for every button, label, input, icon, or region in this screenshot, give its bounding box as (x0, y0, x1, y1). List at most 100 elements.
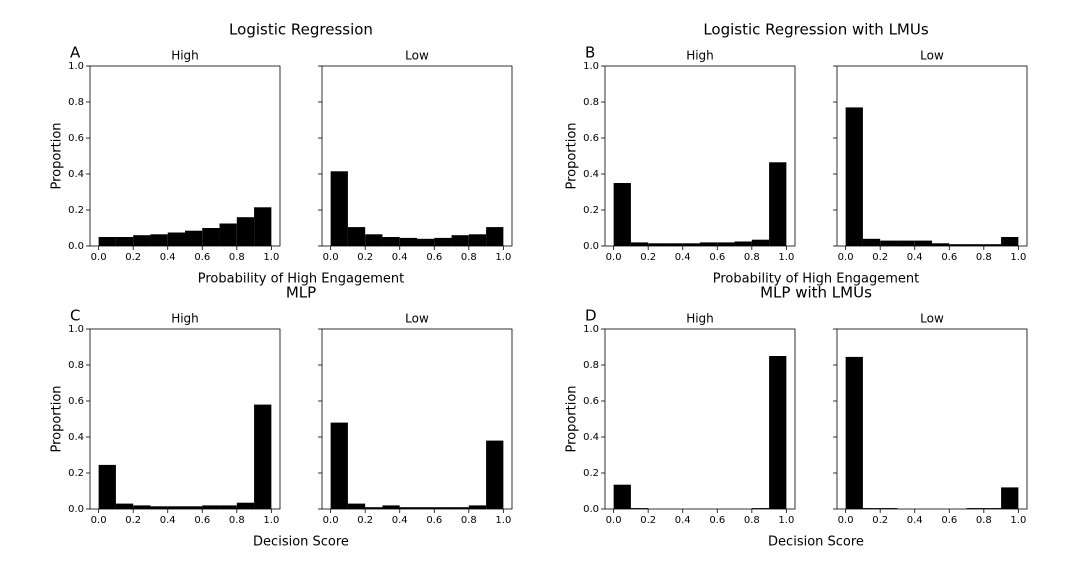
group-title: MLP with LMUs (760, 284, 872, 302)
y-tick-label: 0.2 (583, 468, 599, 479)
bar (434, 507, 452, 509)
bar (751, 508, 770, 509)
x-tick-label: 0.6 (426, 252, 442, 263)
y-tick-label: 0.0 (583, 504, 599, 515)
y-tick-label: 0.2 (68, 468, 84, 479)
x-tick-label: 0.8 (744, 515, 760, 526)
bar (932, 243, 950, 246)
y-axis-label: Proportion (565, 385, 580, 452)
panel-title: High (171, 49, 199, 63)
y-tick-label: 0.2 (583, 205, 599, 216)
panel-letter: D (585, 307, 597, 325)
x-tick-label: 0.6 (709, 252, 725, 263)
bar (700, 242, 718, 246)
y-tick-label: 0.8 (583, 97, 599, 108)
bar (434, 237, 452, 246)
bar (862, 238, 881, 246)
axes-frame (604, 65, 796, 247)
y-axis-label: Proportion (50, 122, 65, 189)
x-tick-label: 0.2 (640, 515, 656, 526)
bar (150, 506, 168, 509)
x-tick-label: 0.4 (160, 252, 176, 263)
x-tick-label: 0.4 (392, 252, 408, 263)
x-tick-label: 0.6 (426, 515, 442, 526)
x-tick-label: 0.4 (392, 515, 408, 526)
x-tick-label: 0.0 (91, 252, 107, 263)
x-tick-label: 1.0 (778, 252, 794, 263)
bar (202, 228, 220, 246)
bar (219, 223, 237, 246)
bar (769, 162, 787, 246)
bar (167, 506, 185, 509)
y-axis-label: Proportion (50, 385, 65, 452)
group-title: MLP (286, 284, 316, 302)
x-tick-label: 0.4 (675, 252, 691, 263)
bar (347, 503, 366, 509)
bar (417, 507, 435, 509)
bar (185, 506, 203, 509)
x-tick-label: 1.0 (263, 252, 279, 263)
bar (983, 508, 1002, 509)
bar (219, 505, 237, 509)
bar (468, 234, 487, 246)
x-tick-label: 0.8 (229, 515, 245, 526)
y-tick-label: 0.4 (583, 432, 599, 443)
bar (98, 464, 116, 509)
bar (862, 508, 881, 509)
bar (880, 508, 898, 509)
bar (751, 239, 770, 246)
y-tick-label: 0.4 (68, 169, 84, 180)
axes-frame (89, 65, 281, 247)
y-tick-label: 0.6 (583, 133, 599, 144)
bar (648, 243, 666, 246)
y-tick-label: 0.6 (68, 396, 84, 407)
panel-title: High (686, 312, 714, 326)
x-tick-label: 1.0 (263, 515, 279, 526)
y-tick-label: 0.0 (68, 241, 84, 252)
x-tick-label: 0.8 (461, 515, 477, 526)
x-tick-label: 0.4 (907, 515, 923, 526)
x-tick-label: 0.2 (872, 252, 888, 263)
y-tick-label: 0.6 (583, 396, 599, 407)
bar (236, 502, 255, 509)
x-tick-label: 1.0 (1010, 252, 1026, 263)
y-tick-label: 0.8 (68, 97, 84, 108)
x-tick-label: 0.8 (744, 252, 760, 263)
y-tick-label: 0.8 (583, 360, 599, 371)
axes-frame (321, 328, 513, 510)
panel-title: Low (405, 312, 429, 326)
bar (399, 507, 417, 509)
bar (330, 422, 348, 509)
axes-frame (836, 65, 1028, 247)
y-tick-label: 0.0 (68, 504, 84, 515)
bar (665, 243, 683, 246)
x-tick-label: 0.8 (461, 252, 477, 263)
x-tick-label: 0.6 (941, 252, 957, 263)
panel-title: High (686, 49, 714, 63)
bar (451, 235, 469, 246)
bar (382, 237, 400, 246)
x-tick-label: 0.4 (160, 515, 176, 526)
y-axis-label: Proportion (565, 122, 580, 189)
y-tick-label: 0.2 (68, 205, 84, 216)
bar (115, 237, 134, 246)
x-tick-label: 0.2 (357, 515, 373, 526)
x-tick-label: 0.4 (907, 252, 923, 263)
x-axis-label: Decision Score (768, 535, 864, 550)
x-tick-label: 0.6 (194, 515, 210, 526)
x-tick-label: 1.0 (495, 252, 511, 263)
bar (613, 183, 631, 246)
bar (734, 241, 752, 246)
x-tick-label: 0.8 (229, 252, 245, 263)
bar (949, 244, 967, 246)
bar (330, 171, 348, 246)
x-tick-label: 0.0 (323, 515, 339, 526)
bar (347, 227, 366, 246)
x-tick-label: 0.2 (125, 252, 141, 263)
bar (914, 240, 932, 246)
bar (98, 237, 116, 246)
x-tick-label: 0.0 (323, 252, 339, 263)
x-tick-label: 0.0 (606, 515, 622, 526)
panel-letter: A (70, 44, 81, 62)
bar (966, 244, 984, 246)
